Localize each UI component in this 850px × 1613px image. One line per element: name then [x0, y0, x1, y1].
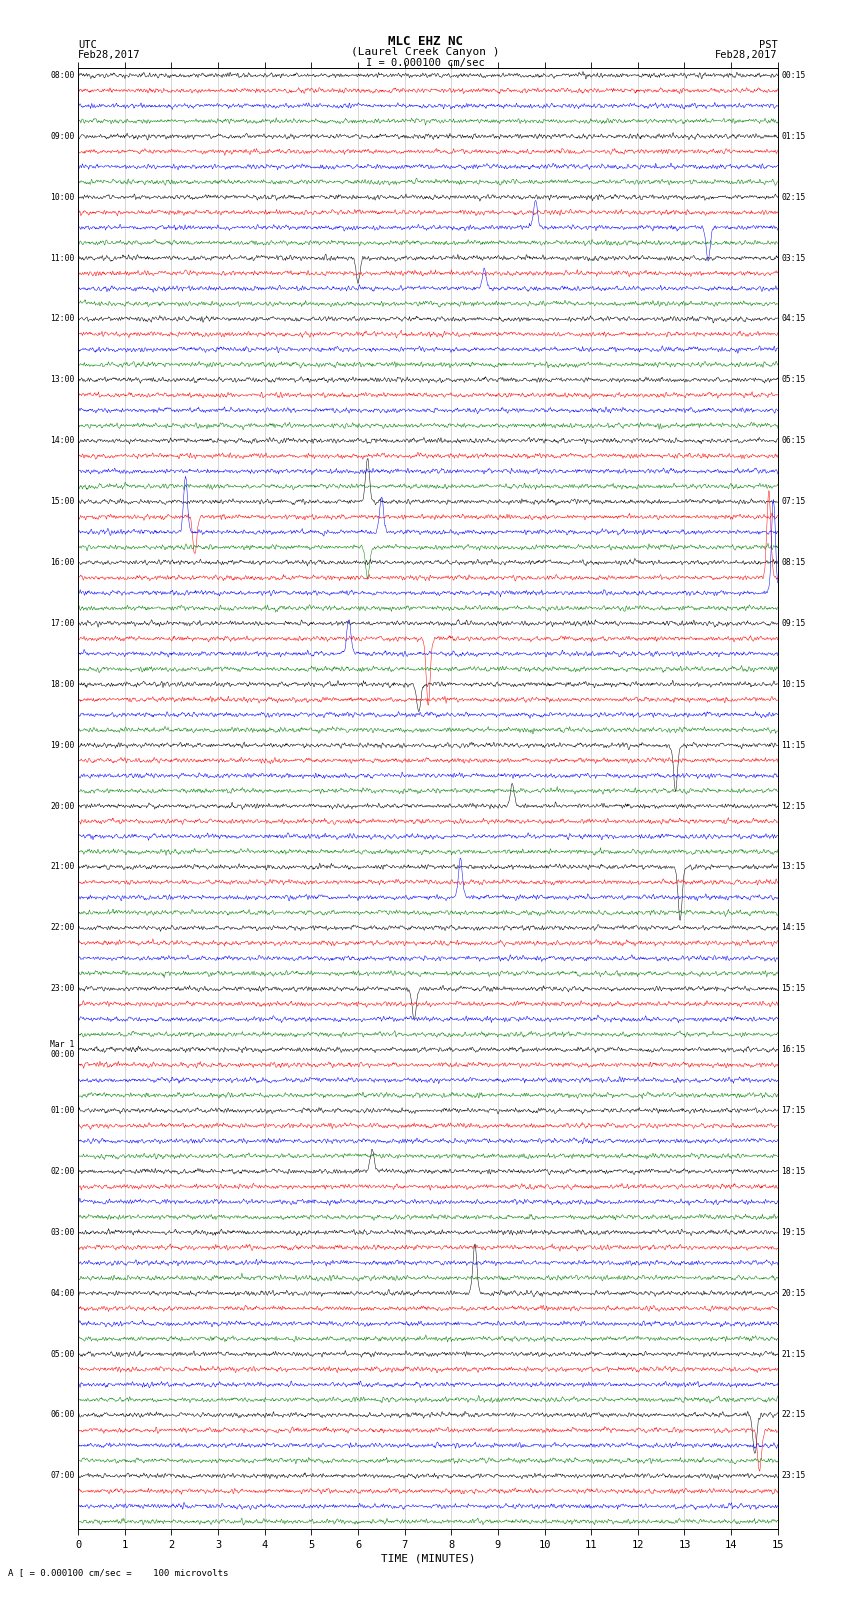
Text: 00:15: 00:15: [781, 71, 806, 81]
Text: Mar 1
00:00: Mar 1 00:00: [50, 1040, 75, 1060]
Text: Feb28,2017: Feb28,2017: [715, 50, 778, 60]
Text: MLC EHZ NC: MLC EHZ NC: [388, 35, 462, 48]
Text: A [ = 0.000100 cm/sec =    100 microvolts: A [ = 0.000100 cm/sec = 100 microvolts: [8, 1568, 229, 1578]
Text: I = 0.000100 cm/sec: I = 0.000100 cm/sec: [366, 58, 484, 68]
Text: 17:00: 17:00: [50, 619, 75, 627]
Text: 18:00: 18:00: [50, 679, 75, 689]
Text: 04:00: 04:00: [50, 1289, 75, 1298]
Text: 17:15: 17:15: [781, 1107, 806, 1115]
Text: Feb28,2017: Feb28,2017: [78, 50, 141, 60]
Text: 20:15: 20:15: [781, 1289, 806, 1298]
Text: (Laurel Creek Canyon ): (Laurel Creek Canyon ): [351, 47, 499, 56]
Text: 05:15: 05:15: [781, 376, 806, 384]
Text: PST: PST: [759, 40, 778, 50]
Text: 01:15: 01:15: [781, 132, 806, 140]
Text: 16:15: 16:15: [781, 1045, 806, 1055]
Text: 16:00: 16:00: [50, 558, 75, 568]
Text: 12:00: 12:00: [50, 315, 75, 324]
Text: 23:15: 23:15: [781, 1471, 806, 1481]
Text: 22:15: 22:15: [781, 1410, 806, 1419]
Text: 18:15: 18:15: [781, 1166, 806, 1176]
Text: 21:15: 21:15: [781, 1350, 806, 1358]
Text: 07:15: 07:15: [781, 497, 806, 506]
Text: 04:15: 04:15: [781, 315, 806, 324]
Text: 11:15: 11:15: [781, 740, 806, 750]
Text: 08:15: 08:15: [781, 558, 806, 568]
Text: 11:00: 11:00: [50, 253, 75, 263]
Text: 20:00: 20:00: [50, 802, 75, 811]
Text: 09:00: 09:00: [50, 132, 75, 140]
Text: 22:00: 22:00: [50, 923, 75, 932]
Text: 10:00: 10:00: [50, 192, 75, 202]
Text: 02:15: 02:15: [781, 192, 806, 202]
Text: 19:00: 19:00: [50, 740, 75, 750]
Text: UTC: UTC: [78, 40, 97, 50]
Text: 06:15: 06:15: [781, 436, 806, 445]
Text: 15:15: 15:15: [781, 984, 806, 994]
Text: 03:15: 03:15: [781, 253, 806, 263]
Text: 01:00: 01:00: [50, 1107, 75, 1115]
Text: 14:00: 14:00: [50, 436, 75, 445]
Text: 15:00: 15:00: [50, 497, 75, 506]
Text: 03:00: 03:00: [50, 1227, 75, 1237]
Text: 08:00: 08:00: [50, 71, 75, 81]
Text: 23:00: 23:00: [50, 984, 75, 994]
Text: 05:00: 05:00: [50, 1350, 75, 1358]
X-axis label: TIME (MINUTES): TIME (MINUTES): [381, 1553, 475, 1563]
Text: 10:15: 10:15: [781, 679, 806, 689]
Text: 13:00: 13:00: [50, 376, 75, 384]
Text: 21:00: 21:00: [50, 863, 75, 871]
Text: 14:15: 14:15: [781, 923, 806, 932]
Text: 19:15: 19:15: [781, 1227, 806, 1237]
Text: 07:00: 07:00: [50, 1471, 75, 1481]
Text: 12:15: 12:15: [781, 802, 806, 811]
Text: 02:00: 02:00: [50, 1166, 75, 1176]
Text: 06:00: 06:00: [50, 1410, 75, 1419]
Text: 09:15: 09:15: [781, 619, 806, 627]
Text: 13:15: 13:15: [781, 863, 806, 871]
